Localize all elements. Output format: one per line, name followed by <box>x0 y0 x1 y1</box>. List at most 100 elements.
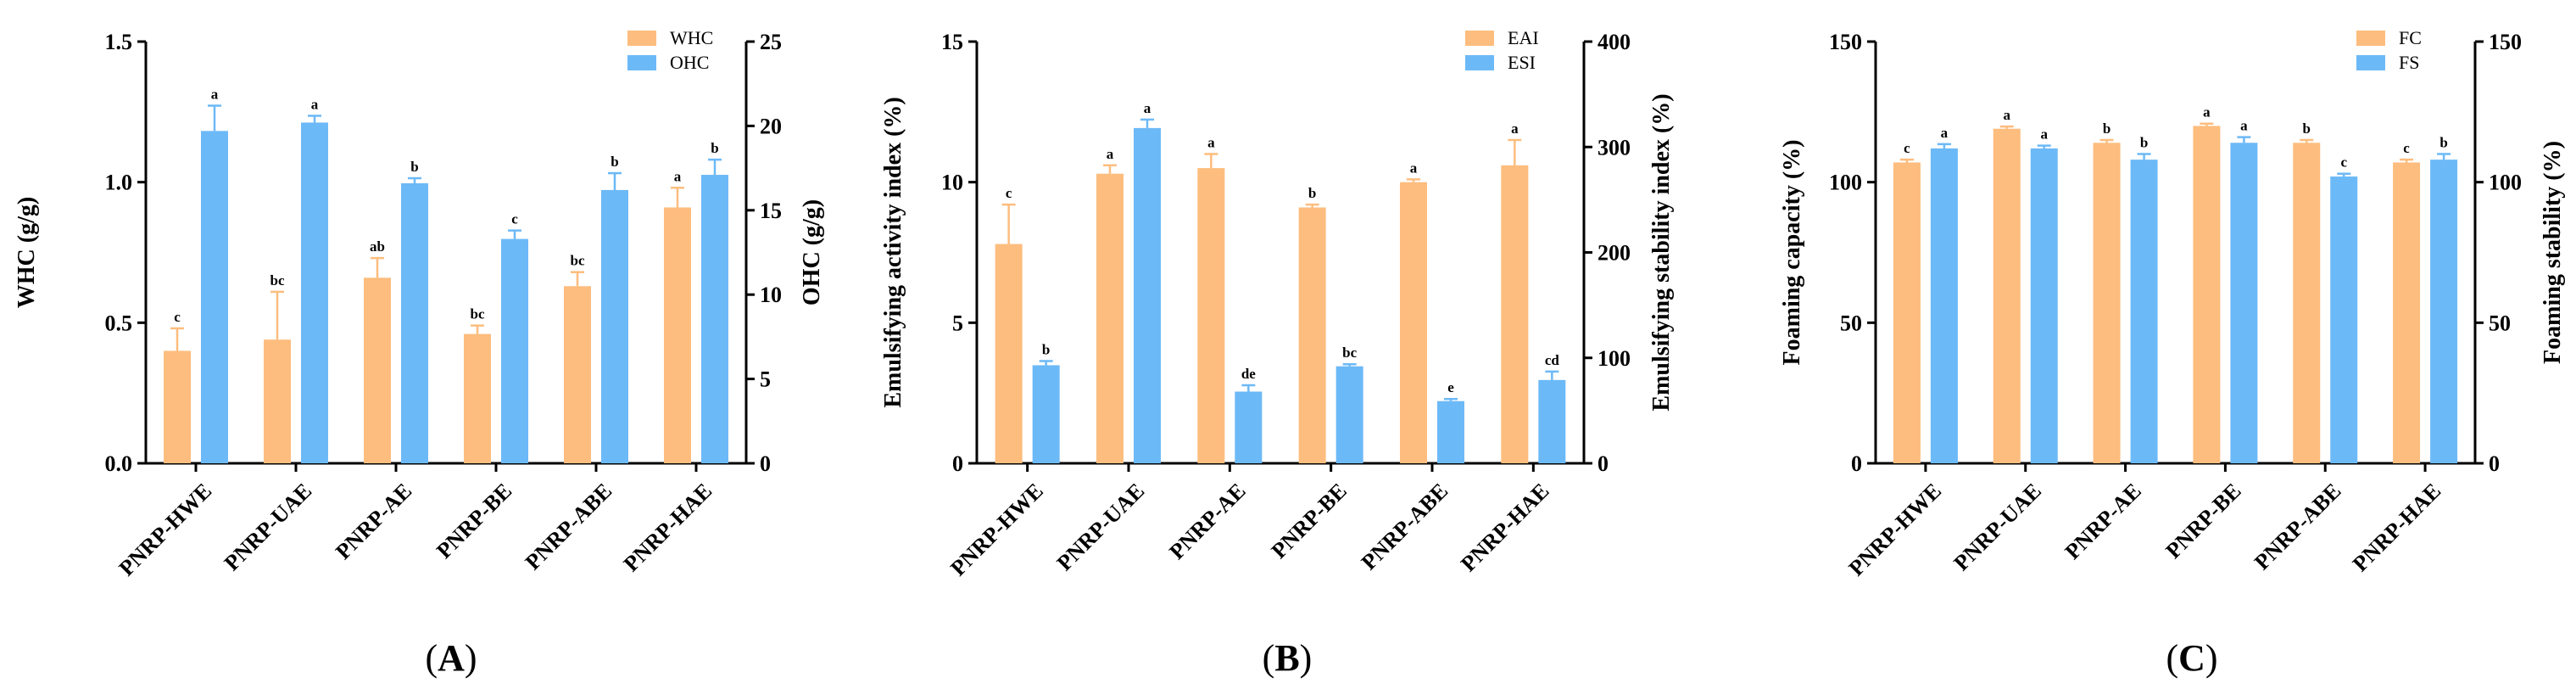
right-tick-label: 0 <box>2489 451 2500 476</box>
legend-swatch-ohc <box>627 55 656 70</box>
category-label: PNRP-HWE <box>114 479 217 581</box>
category-label: PNRP-AE <box>1164 479 1250 564</box>
chart-panel-c: 0 50 100 150 0 50 100 150 Foaming capacity (%) Fo… <box>1779 27 2566 679</box>
bar-whc <box>664 207 691 463</box>
bar-fs <box>2130 160 2158 463</box>
right-tick-label: 0 <box>1597 451 1609 476</box>
right-tick-label: 10 <box>760 283 782 307</box>
bar-fs <box>1930 148 1958 463</box>
bar-ohc <box>501 238 528 463</box>
bar-ohc <box>601 189 628 463</box>
bar-esi <box>1437 401 1464 463</box>
bar-fs <box>2330 176 2358 464</box>
right-tick-label: 25 <box>760 30 782 54</box>
significance-label: a <box>2240 118 2248 134</box>
legend-label: OHC <box>670 52 709 73</box>
right-tick-label: 400 <box>1597 30 1631 54</box>
right-axis-title: OHC (g/g) <box>799 199 825 305</box>
panel-label: (C) <box>2166 637 2217 679</box>
significance-label: c <box>174 309 181 325</box>
left-tick-label: 0.0 <box>105 451 133 476</box>
category-label: PNRP-AE <box>331 479 416 564</box>
bar-whc <box>264 339 291 463</box>
category-label: PNRP-ABE <box>521 479 616 574</box>
panel-letter: C <box>2178 637 2205 679</box>
bar-ohc <box>401 182 428 463</box>
legend-swatch-whc <box>627 31 656 46</box>
bar-whc <box>464 333 491 463</box>
legend-label: FS <box>2399 52 2419 73</box>
right-axis-title: Emulsifying stability index (%) <box>1648 93 1675 411</box>
bar-whc <box>364 277 391 463</box>
bar-esi <box>1538 379 1566 463</box>
bar-fc <box>2193 126 2221 463</box>
significance-label: a <box>1207 135 1215 151</box>
bar-ohc <box>201 131 228 463</box>
right-tick-label: 200 <box>1597 241 1631 266</box>
bar-esi <box>1032 365 1060 463</box>
category-label: PNRP-AE <box>2060 479 2146 564</box>
legend-swatch-fc <box>2356 31 2385 46</box>
significance-label: b <box>611 154 618 170</box>
right-tick-label: 0 <box>760 451 771 476</box>
significance-label: a <box>2041 126 2049 143</box>
right-tick-label: 150 <box>2489 30 2522 54</box>
left-tick-label: 100 <box>1829 171 1862 195</box>
category-label: PNRP-ABE <box>2250 479 2345 574</box>
significance-label: bc <box>571 253 585 269</box>
category-label: PNRP-ABE <box>1357 479 1452 574</box>
bar-eai <box>1197 168 1225 463</box>
significance-label: c <box>511 211 518 227</box>
significance-label: a <box>1107 146 1114 162</box>
chart-panel-b: 0 5 10 15 0 100 200 300 400 Emulsifying activity … <box>880 27 1675 679</box>
category-label: PNRP-UAE <box>1052 479 1149 575</box>
significance-label: b <box>2303 120 2311 137</box>
left-axis-title: Foaming capacity (%) <box>1779 140 1805 366</box>
left-tick-label: 50 <box>1840 311 1862 335</box>
bar-eai <box>995 244 1023 463</box>
bar-esi <box>1235 391 1263 463</box>
bar-fc <box>2093 143 2121 463</box>
bar-fc <box>1893 162 1921 463</box>
bar-eai <box>1400 182 1427 463</box>
left-tick-label: 5 <box>952 311 963 335</box>
legend-label: FC <box>2399 27 2422 48</box>
right-tick-label: 20 <box>760 114 782 138</box>
bar-esi <box>1134 127 1161 463</box>
left-axis-title: WHC (g/g) <box>14 197 40 308</box>
bar-eai <box>1298 207 1326 463</box>
significance-label: bc <box>471 306 485 322</box>
significance-label: a <box>2203 104 2211 120</box>
category-label: PNRP-HAE <box>2348 479 2445 576</box>
bar-fs <box>2230 143 2258 463</box>
left-axis-title: Emulsifying activity index (%) <box>880 97 906 407</box>
legend-label: ESI <box>1508 52 1536 73</box>
significance-label: c <box>2403 140 2410 156</box>
bar-fc <box>1993 128 2021 464</box>
significance-label: bc <box>1342 344 1357 361</box>
bar-fs <box>2030 148 2058 463</box>
significance-label: a <box>2004 107 2011 123</box>
significance-label: c <box>2340 154 2347 171</box>
category-label: PNRP-UAE <box>220 479 316 575</box>
panel-letter: A <box>438 637 465 679</box>
category-label: PNRP-HWE <box>945 479 1048 581</box>
significance-label: a <box>1144 100 1151 116</box>
legend-swatch-fs <box>2356 55 2385 70</box>
significance-label: a <box>1410 160 1418 176</box>
bar-fc <box>2393 162 2421 463</box>
significance-label: cd <box>1545 352 1560 368</box>
right-tick-label: 15 <box>760 199 782 223</box>
legend-swatch-eai <box>1465 31 1494 46</box>
significance-label: bc <box>270 272 285 288</box>
left-tick-label: 0 <box>952 451 963 476</box>
bar-fs <box>2430 160 2458 463</box>
legend-label: EAI <box>1508 27 1539 48</box>
right-axis-title: Foaming stability (%) <box>2540 141 2566 364</box>
category-label: PNRP-HAE <box>619 479 716 576</box>
significance-label: c <box>1904 140 1910 156</box>
left-tick-label: 0.5 <box>105 311 133 335</box>
significance-label: b <box>1308 185 1316 201</box>
legend-swatch-esi <box>1465 55 1494 70</box>
